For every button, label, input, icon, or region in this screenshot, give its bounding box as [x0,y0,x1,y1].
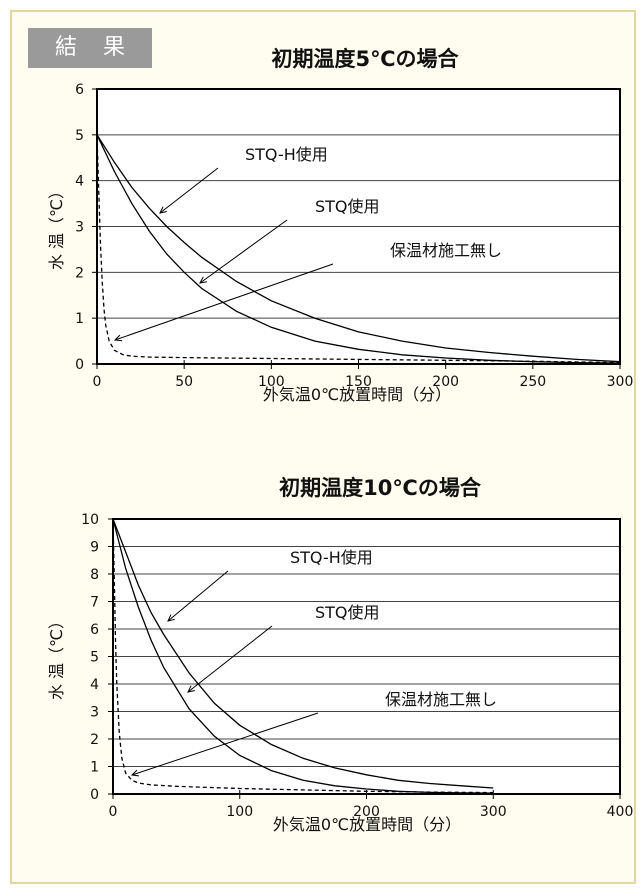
x-tick-label: 100 [226,804,253,820]
y-axis-label: 水 温（℃） [47,613,66,700]
chart-title: 初期温度10℃の場合 [279,476,482,500]
arrow-head [187,685,195,693]
x-axis-label: 外気温0℃放置時間（分） [263,385,451,404]
y-tick-label: 7 [90,595,99,611]
x-tick-label: 150 [345,374,372,390]
annotation-arrow [199,219,288,284]
y-tick-label: 1 [90,760,99,776]
series-label-2: STQ使用 [315,197,380,216]
arrow-head [113,334,123,342]
arrow-head [199,276,207,284]
y-tick-label: 2 [90,732,99,748]
series-line-3 [96,134,621,364]
badge-char-right: 果 [102,35,125,60]
series-line-1 [96,134,621,363]
y-tick-label: 9 [90,540,99,556]
annotation-arrow [187,625,273,693]
y-axis-label: 水 温（℃） [47,183,66,270]
y-tick-label: 8 [90,567,99,583]
annotation-arrow [159,167,219,214]
y-tick-label: 3 [90,705,99,721]
series-label-1: STQ-H使用 [290,548,373,567]
x-tick-label: 200 [432,374,459,390]
series-label-3: 保温材施工無し [390,241,502,260]
annotation-arrow [167,570,229,622]
series-label-1: STQ-H使用 [245,145,328,164]
plot-frame [112,518,621,795]
arrow-head [130,769,139,777]
y-tick-label: 2 [75,265,84,281]
x-tick-label: 200 [353,804,380,820]
x-tick-label: 50 [175,374,193,390]
y-tick-label: 5 [90,650,99,666]
series-label-3: 保温材施工無し [385,690,497,709]
x-tick-label: 0 [109,804,118,820]
y-tick-label: 3 [75,220,84,236]
y-tick-label: 5 [75,128,84,144]
series-line-1 [112,518,494,789]
series-label-2: STQ使用 [315,603,380,622]
x-axis-label: 外気温0℃放置時間（分） [273,815,461,834]
results-badge: 結 果 [28,28,152,68]
series-line-3 [112,518,494,794]
series-line-2 [96,134,621,364]
x-tick-label: 400 [607,804,634,820]
x-tick-label: 0 [93,374,102,390]
chart-title: 初期温度5℃の場合 [271,47,459,71]
x-tick-label: 300 [480,804,507,820]
y-tick-label: 4 [75,174,84,190]
chart-1: 初期温度5℃の場合 0 1 2 3 4 5 6 0 50 100 150 200 250 300 外気温0℃放… [47,47,633,404]
plot-frame [96,88,621,365]
badge-char-left: 結 [54,35,77,60]
arrow-head [159,206,167,214]
arrow-head [167,614,175,622]
y-tick-label: 10 [81,512,99,528]
x-tick-label: 250 [519,374,546,390]
y-tick-label: 0 [75,357,84,373]
x-tick-label: 100 [258,374,285,390]
annotation-arrow [131,712,319,776]
x-tick-label: 300 [607,374,634,390]
y-tick-label: 6 [75,82,84,98]
y-tick-label: 4 [90,677,99,693]
y-tick-label: 1 [75,311,84,327]
y-tick-label: 0 [90,787,99,803]
y-tick-label: 6 [90,622,99,638]
annotation-arrow [114,263,334,341]
